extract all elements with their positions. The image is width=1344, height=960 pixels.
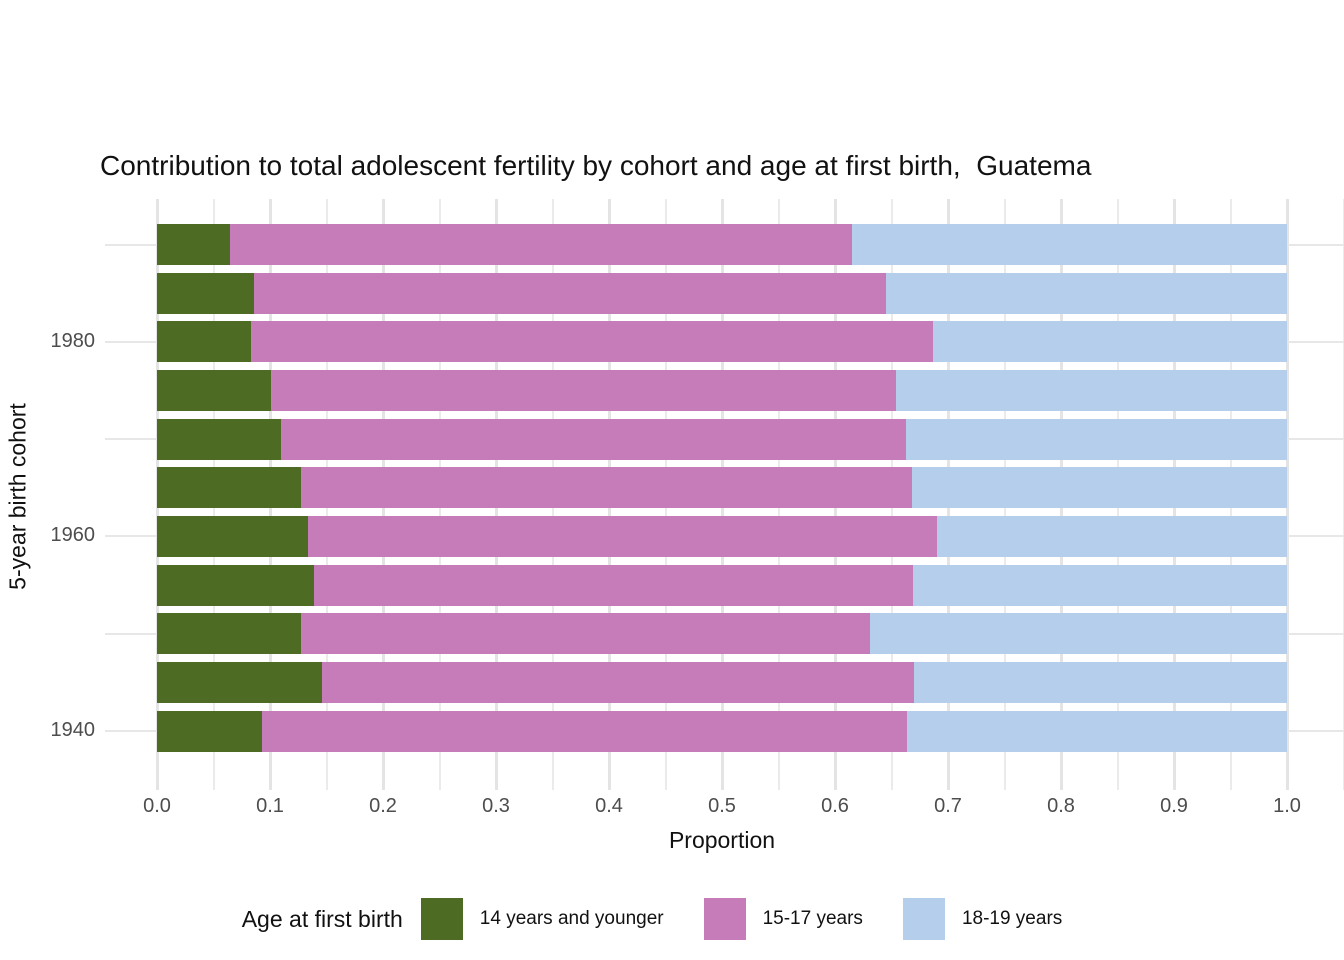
bar-segment-18-19-years <box>936 515 1287 557</box>
x-tick-label: 1.0 <box>1273 795 1301 817</box>
legend-item: 15-17 years <box>703 898 883 940</box>
bar-segment-15-17-years <box>262 710 908 752</box>
bar-segment-14-years-and-younger <box>157 321 251 363</box>
bar-segment-14-years-and-younger <box>157 564 315 606</box>
bar-segment-18-19-years <box>870 613 1287 655</box>
bar-segment-14-years-and-younger <box>157 710 263 752</box>
legend-item-label: 15-17 years <box>762 908 863 929</box>
x-tick-label: 0.3 <box>482 795 510 817</box>
x-axis-title: Proportion <box>668 827 776 853</box>
bar-segment-15-17-years <box>314 564 913 606</box>
x-tick-label: 0.8 <box>1047 795 1075 817</box>
bar-segment-18-19-years <box>914 661 1287 703</box>
bar-segment-15-17-years <box>308 515 937 557</box>
bar-segment-15-17-years <box>230 224 852 265</box>
bar-segment-18-19-years <box>911 467 1287 509</box>
bar-segment-18-19-years <box>885 272 1287 314</box>
bar-segment-18-19-years <box>851 224 1287 265</box>
y-tick-label: 1960 <box>50 524 96 547</box>
bar-segment-14-years-and-younger <box>157 224 231 265</box>
y-axis-title: 5-year birth cohort <box>4 403 31 590</box>
bar-segment-14-years-and-younger <box>157 418 282 460</box>
x-tick-label: 0.0 <box>143 795 171 817</box>
legend-item-label: 18-19 years <box>961 908 1063 929</box>
bar-segment-14-years-and-younger <box>157 272 255 314</box>
bar-segment-15-17-years <box>300 467 912 509</box>
legend: Age at first birth 14 years and younger 1… <box>0 898 1344 940</box>
x-tick-label: 0.6 <box>821 795 849 817</box>
legend-title: Age at first birth <box>241 905 403 932</box>
y-tick-label: 1940 <box>50 719 96 741</box>
bar-segment-18-19-years <box>912 564 1287 606</box>
bar-segment-18-19-years <box>896 369 1287 411</box>
bar-segment-15-17-years <box>281 418 907 460</box>
bar-segment-14-years-and-younger <box>157 515 309 557</box>
bar-segment-14-years-and-younger <box>157 467 301 509</box>
y-tick-label: 1980 <box>50 329 96 352</box>
legend-item: 18-19 years <box>902 898 1082 940</box>
plot-panel <box>105 199 1344 790</box>
legend-item: 14 years and younger <box>420 898 684 940</box>
bar-segment-15-17-years <box>300 613 871 655</box>
legend-swatch-icon <box>703 898 746 940</box>
bar-segment-18-19-years <box>906 418 1287 460</box>
bar-segment-18-19-years <box>907 710 1287 752</box>
bar-segment-15-17-years <box>254 272 886 314</box>
x-tick-label: 0.2 <box>369 795 397 817</box>
bar-segment-14-years-and-younger <box>157 369 272 411</box>
bar-segment-14-years-and-younger <box>157 661 322 703</box>
legend-swatch-icon <box>902 898 945 940</box>
x-tick-label: 0.4 <box>595 795 623 817</box>
bar-segment-14-years-and-younger <box>157 613 301 655</box>
x-tick-label: 0.7 <box>934 795 962 817</box>
gridline-x-major <box>1286 199 1289 790</box>
x-tick-label: 0.9 <box>1160 795 1188 817</box>
legend-item-label: 14 years and younger <box>479 908 664 929</box>
gridline-x-minor <box>1342 199 1344 790</box>
legend-swatch-icon <box>420 898 463 940</box>
bar-segment-15-17-years <box>250 321 934 363</box>
x-tick-label: 0.5 <box>708 795 736 817</box>
chart-title: Contribution to total adolescent fertili… <box>100 150 1092 181</box>
bar-segment-15-17-years <box>271 369 896 411</box>
bar-segment-15-17-years <box>321 661 915 703</box>
x-tick-label: 0.1 <box>256 795 284 817</box>
bar-segment-18-19-years <box>933 321 1287 363</box>
